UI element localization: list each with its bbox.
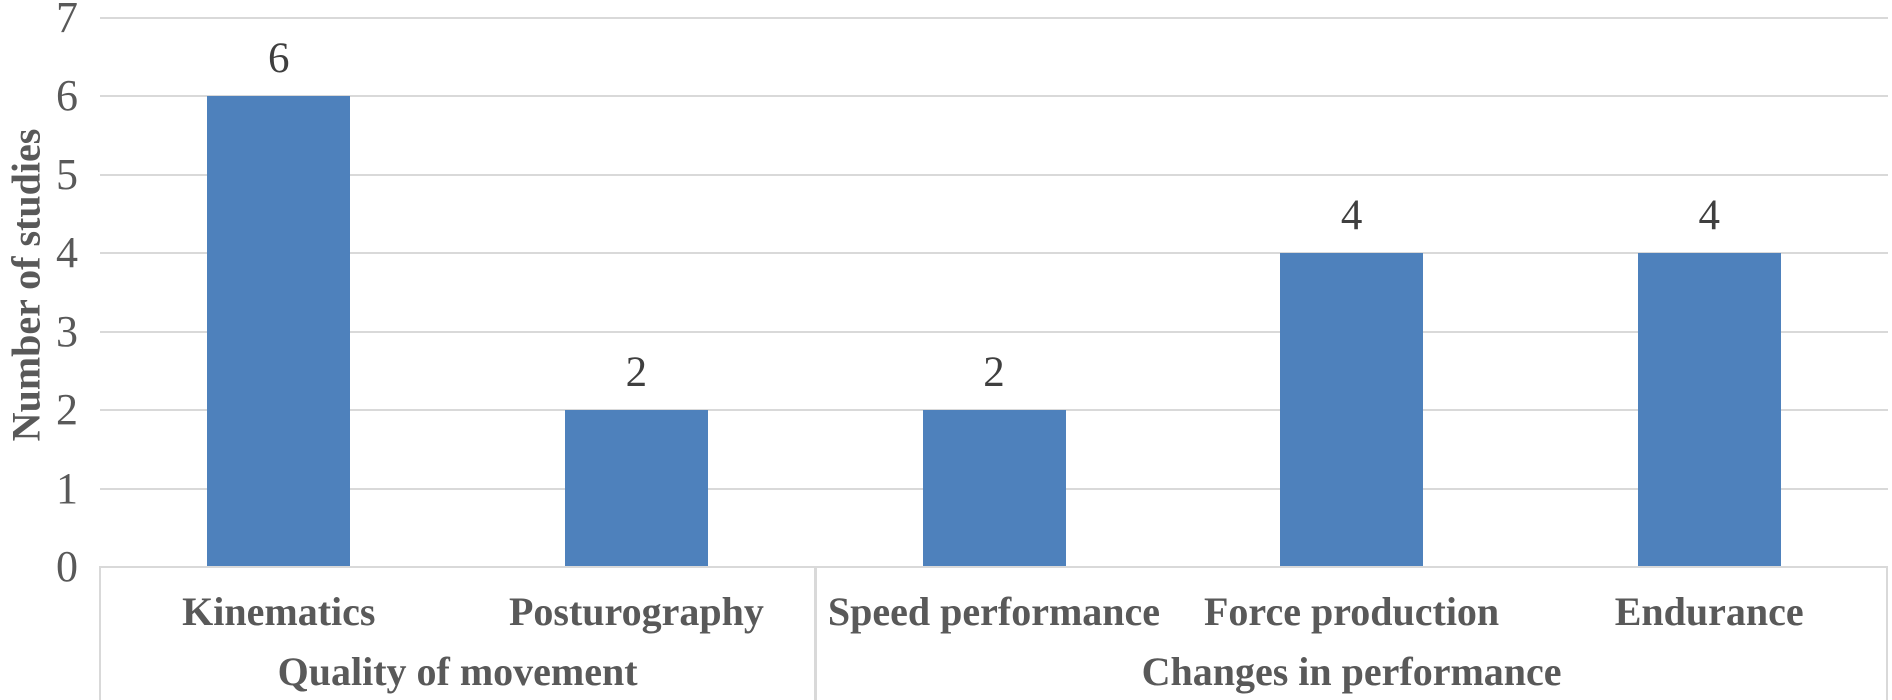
gridline-y-4 [100, 252, 1888, 255]
y-tick-label-0: 0 [56, 542, 78, 591]
category-label-force-production: Force production [1204, 589, 1500, 634]
category-label-endurance: Endurance [1614, 589, 1804, 634]
gridline-y-7 [100, 17, 1888, 19]
y-tick-label-7: 7 [56, 0, 78, 42]
gridline-y-5 [100, 173, 1888, 176]
y-tick-label-3: 3 [56, 306, 78, 356]
bar-value-label: 4 [1340, 192, 1363, 240]
group-label-changes-in-performance: Changes in performance [1141, 649, 1562, 694]
bar-posturography [564, 410, 708, 567]
bar-value-label: 2 [625, 349, 648, 397]
bar-kinematics [207, 96, 351, 567]
gridline-y-3 [100, 330, 1888, 333]
category-axis-box [99, 566, 1888, 700]
gridline-y-6 [100, 95, 1888, 98]
y-tick-label-1: 1 [56, 463, 78, 513]
bar-endurance [1637, 253, 1781, 567]
y-tick-label-2: 2 [56, 385, 78, 435]
bar-speed-performance [922, 410, 1066, 567]
y-tick-label-5: 5 [56, 149, 78, 199]
bar-force-production [1280, 253, 1424, 567]
category-label-posturography: Posturography [508, 589, 764, 634]
group-label-quality-of-movement: Quality of movement [277, 649, 638, 694]
bar-value-label: 2 [983, 349, 1005, 397]
y-tick-label-4: 4 [56, 228, 78, 278]
bar-value-label: 4 [1698, 192, 1720, 240]
category-label-kinematics: Kinematics [182, 589, 376, 634]
y-tick-label-6: 6 [56, 71, 78, 121]
group-divider [813, 568, 817, 700]
bar-value-label: 6 [268, 35, 290, 83]
category-label-speed-performance: Speed performance [827, 589, 1161, 634]
